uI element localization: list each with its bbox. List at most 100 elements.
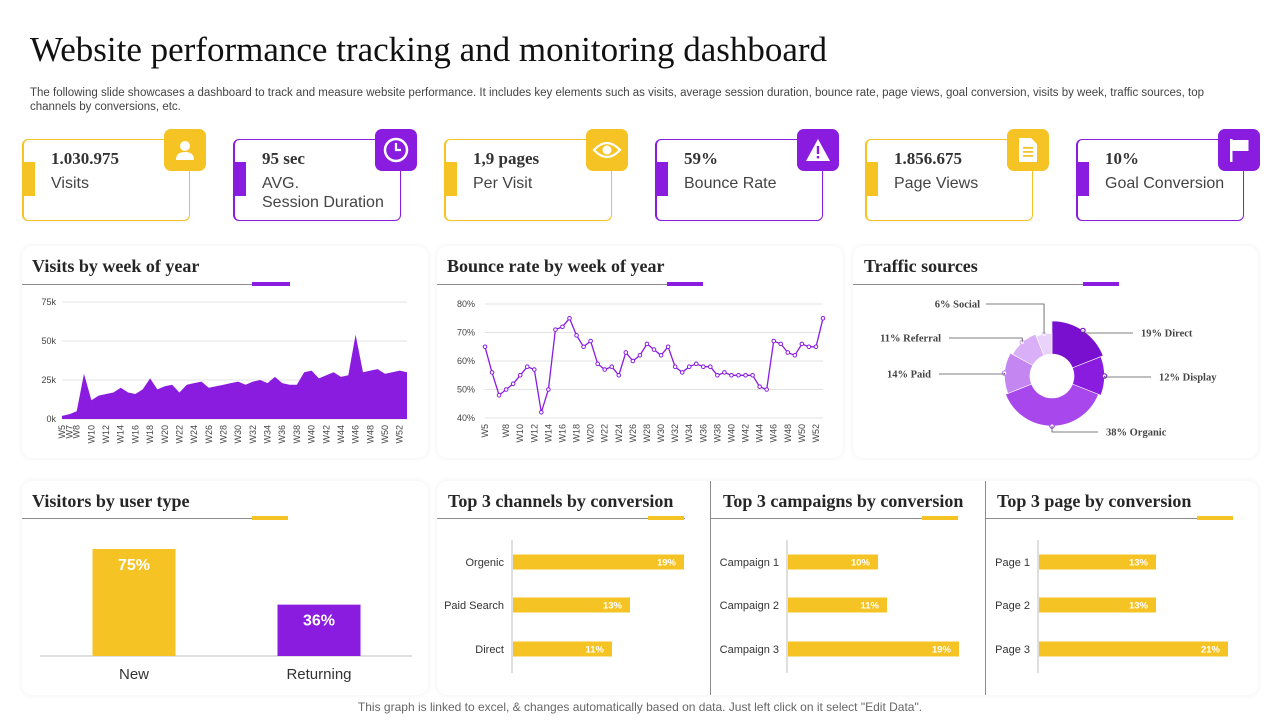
x-tick-label: W34 <box>263 425 273 444</box>
channels-title: Top 3 channels by conversion <box>448 491 674 511</box>
y-tick-label: 50k <box>41 336 56 346</box>
category-label: Campaign 1 <box>720 557 779 569</box>
bounce-point <box>750 372 755 378</box>
traffic-label: 14% Paid <box>887 370 931 381</box>
bar-value-label: 36% <box>303 613 335 630</box>
x-tick-label: W18 <box>145 425 155 444</box>
bounce-point <box>524 364 530 369</box>
x-tick-label: W18 <box>572 424 582 443</box>
x-tick-label: W38 <box>292 425 302 444</box>
leader-line <box>939 373 1005 375</box>
x-tick-label: W14 <box>543 424 553 443</box>
traffic-label: 38% Organic <box>1106 428 1167 439</box>
bounce-point <box>792 353 798 358</box>
bounce-point <box>623 350 629 355</box>
x-tick-label: W32 <box>248 425 258 444</box>
conversion-bar <box>788 641 959 657</box>
y-tick-label: 75k <box>41 297 56 307</box>
x-tick-label: W10 <box>515 424 525 443</box>
bar-value-label: 19% <box>932 645 952 656</box>
pages-title: Top 3 page by conversion <box>997 491 1192 511</box>
kpi-label: Visits <box>51 175 89 192</box>
title-accent <box>252 516 288 520</box>
title-underline <box>22 518 288 519</box>
page-title: Website performance tracking and monitor… <box>30 30 828 69</box>
bounce-point <box>496 392 502 398</box>
bounce-point <box>602 367 608 372</box>
bounce-point <box>503 387 509 392</box>
kpi-arrow <box>656 162 668 196</box>
clock-icon <box>375 129 417 171</box>
bounce-point <box>539 410 544 415</box>
top3-card: Top 3 channels by conversion 19% Orgenic 1… <box>437 481 1258 695</box>
leader-line <box>986 303 1045 335</box>
kpi-value: 10% <box>1105 149 1139 168</box>
x-tick-label: W26 <box>628 424 638 443</box>
x-tick-label: W10 <box>86 425 96 444</box>
title-accent <box>648 516 684 520</box>
bounce-point <box>679 370 685 375</box>
visitor-bar <box>92 549 176 656</box>
bounce-point <box>806 344 812 350</box>
category-label: Campaign 2 <box>720 600 779 612</box>
x-tick-label: W46 <box>769 424 779 443</box>
footer-note: This graph is linked to excel, & changes… <box>357 700 923 714</box>
kpi-card-session-duration: 95 sec AVG. Session Duration <box>233 129 417 221</box>
traffic-label: 11% Referral <box>880 334 941 345</box>
x-tick-label: W7 <box>64 425 74 439</box>
panel-divider <box>985 481 986 695</box>
x-tick-label: W22 <box>600 424 610 443</box>
donut-slice <box>1012 333 1045 366</box>
title-accent <box>1083 282 1119 286</box>
category-label: Page 1 <box>995 557 1030 569</box>
conversion-bar <box>1039 641 1228 657</box>
bounce-point <box>700 364 706 369</box>
x-tick-label: W38 <box>712 424 722 443</box>
x-tick-label: W40 <box>307 425 317 444</box>
bounce-point <box>658 353 664 358</box>
x-tick-label: W44 <box>755 424 765 443</box>
title-accent <box>252 282 290 286</box>
kpi-card-per-visit: 1,9 pages Per Visit <box>444 129 628 221</box>
x-tick-label: W32 <box>670 424 680 443</box>
leader-line <box>1082 330 1133 334</box>
x-tick-label: W20 <box>586 424 596 443</box>
kpi-arrow <box>1077 162 1089 196</box>
x-tick-label: W52 <box>395 425 405 444</box>
channels-bar-chart: 19% Orgenic 13% Paid Search 11% Direct <box>444 540 684 673</box>
x-tick-label: W12 <box>529 424 539 443</box>
x-tick-label: W50 <box>380 425 390 444</box>
bounce-point <box>482 344 488 350</box>
visitors-bar-chart: 75% New 36% Returning <box>40 549 412 683</box>
bounce-point <box>595 361 600 367</box>
conversion-bar <box>513 597 630 613</box>
x-tick-label: W44 <box>336 425 346 444</box>
kpi-label: Per Visit <box>473 175 533 192</box>
conversion-bar <box>513 641 612 657</box>
title-accent <box>667 282 703 286</box>
title-underline <box>853 284 1119 285</box>
document-icon <box>1007 129 1049 171</box>
flag-icon <box>1218 129 1260 171</box>
bounce-point <box>546 387 551 392</box>
kpi-value: 1.856.675 <box>894 149 962 168</box>
kpi-arrow <box>445 162 457 196</box>
bounce-point <box>743 372 748 378</box>
category-label: Direct <box>475 644 504 656</box>
traffic-label: 19% Direct <box>1141 329 1193 340</box>
conversion-bar <box>1039 597 1156 613</box>
x-tick-label: W28 <box>218 425 228 444</box>
bounce-point <box>588 338 593 344</box>
conversion-bar <box>788 554 878 570</box>
kpi-value: 95 sec <box>262 149 305 168</box>
visitors-card: Visitors by user type 75% New 36% Returning <box>22 481 428 695</box>
visits-card-title: Visits by week of year <box>32 256 200 276</box>
bar-value-label: 13% <box>603 601 623 612</box>
x-tick-label: W48 <box>365 425 375 444</box>
x-tick-label: W24 <box>189 425 199 444</box>
bounce-point <box>637 353 643 358</box>
category-label: Paid Search <box>444 600 504 612</box>
bounce-point <box>785 350 791 355</box>
kpi-label: Page Views <box>894 175 979 192</box>
x-tick-label: W24 <box>614 424 624 443</box>
